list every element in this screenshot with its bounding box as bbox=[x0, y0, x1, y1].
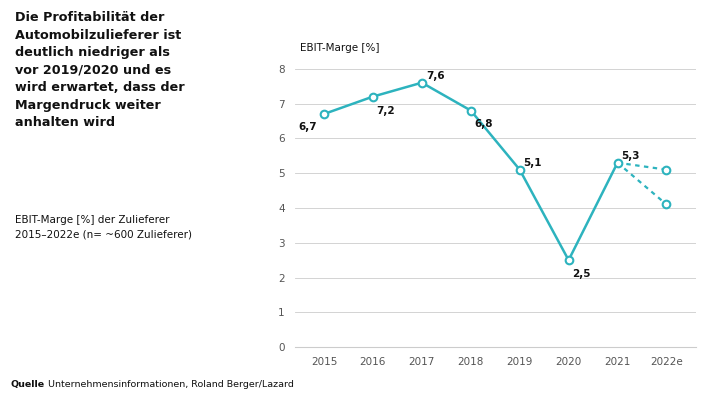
Text: 5,1: 5,1 bbox=[523, 158, 542, 168]
Text: EBIT-Marge [%] der Zulieferer
2015–2022e (n= ~600 Zulieferer): EBIT-Marge [%] der Zulieferer 2015–2022e… bbox=[15, 215, 192, 239]
Text: 2,5: 2,5 bbox=[572, 269, 591, 279]
Text: Die Profitabilität der
Automobilzulieferer ist
deutlich niedriger als
vor 2019/2: Die Profitabilität der Automobilzuliefer… bbox=[15, 12, 185, 130]
Text: Quelle: Quelle bbox=[11, 380, 45, 389]
Text: 7,6: 7,6 bbox=[426, 71, 444, 81]
Text: EBIT-Marge [%]: EBIT-Marge [%] bbox=[300, 43, 379, 53]
Text: Unternehmensinformationen, Roland Berger/Lazard: Unternehmensinformationen, Roland Berger… bbox=[45, 380, 294, 389]
Text: 6,8: 6,8 bbox=[474, 119, 493, 129]
Text: 7,2: 7,2 bbox=[376, 105, 395, 116]
Text: 5,3: 5,3 bbox=[621, 151, 640, 161]
Text: 6,7: 6,7 bbox=[298, 122, 317, 132]
